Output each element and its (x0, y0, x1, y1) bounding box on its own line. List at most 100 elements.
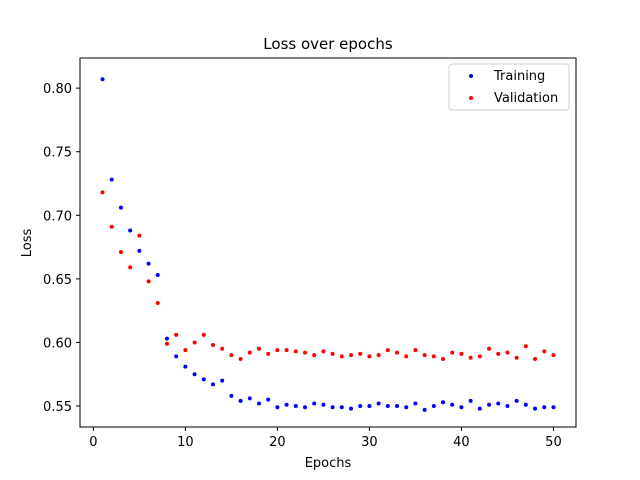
y-tick-label: 0.60 (43, 336, 72, 351)
point-validation (339, 354, 344, 359)
plot-frame (79, 57, 577, 428)
point-training (533, 406, 538, 411)
point-training (477, 406, 482, 411)
point-validation (385, 348, 390, 353)
point-training (441, 400, 446, 405)
point-validation (496, 351, 501, 356)
point-training (266, 397, 271, 402)
point-training (551, 405, 556, 410)
point-training (413, 401, 418, 406)
point-validation (312, 353, 317, 358)
legend-marker-training (469, 74, 473, 78)
point-training (505, 404, 510, 409)
point-validation (164, 341, 169, 346)
point-training (183, 364, 188, 369)
point-validation (183, 348, 188, 353)
point-training (220, 378, 225, 383)
point-validation (210, 342, 215, 347)
legend-marker-validation (469, 96, 473, 100)
point-validation (551, 353, 556, 358)
point-training (431, 404, 436, 409)
point-validation (266, 351, 271, 356)
point-training (302, 405, 307, 410)
x-tick-label: 30 (361, 435, 378, 450)
point-validation (201, 332, 206, 337)
point-validation (533, 356, 538, 361)
point-validation (487, 346, 492, 351)
point-validation (100, 190, 105, 195)
point-validation (284, 348, 289, 353)
x-tick-label: 10 (177, 435, 194, 450)
point-training (109, 177, 114, 182)
point-training (229, 393, 234, 398)
plot-area (80, 58, 576, 427)
point-training (256, 401, 261, 406)
point-validation (468, 355, 473, 360)
point-validation (137, 233, 142, 238)
point-training (422, 407, 427, 412)
y-tick-label: 0.65 (43, 273, 72, 288)
point-training (358, 404, 363, 409)
point-training (284, 402, 289, 407)
point-training (238, 398, 243, 403)
data-points (100, 77, 556, 412)
point-validation (146, 279, 151, 284)
point-validation (422, 353, 427, 358)
point-validation (395, 350, 400, 355)
point-validation (109, 224, 114, 229)
point-validation (256, 346, 261, 351)
x-tick-label: 20 (269, 435, 286, 450)
point-training (349, 406, 354, 411)
point-validation (459, 351, 464, 356)
point-validation (523, 344, 528, 349)
point-training (128, 228, 133, 233)
point-validation (514, 355, 519, 360)
point-validation (358, 351, 363, 356)
point-training (275, 405, 280, 410)
point-validation (404, 354, 409, 359)
point-training (100, 77, 105, 82)
legend-label-validation: Validation (494, 91, 558, 106)
point-validation (505, 350, 510, 355)
point-training (174, 354, 179, 359)
point-validation (229, 353, 234, 358)
point-validation (441, 356, 446, 361)
x-tick-label: 50 (545, 435, 562, 450)
point-training (404, 405, 409, 410)
point-training (487, 402, 492, 407)
point-validation (330, 351, 335, 356)
point-validation (542, 349, 547, 354)
point-training (395, 404, 400, 409)
point-training (468, 398, 473, 403)
point-training (192, 372, 197, 377)
point-training (321, 402, 326, 407)
point-training (137, 248, 142, 253)
x-tick-label: 40 (453, 435, 470, 450)
point-validation (220, 346, 225, 351)
legend-label-training: Training (493, 69, 545, 84)
point-training (118, 205, 123, 210)
point-training (339, 405, 344, 410)
point-training (376, 401, 381, 406)
point-training (367, 404, 372, 409)
point-validation (293, 349, 298, 354)
point-validation (349, 353, 354, 358)
point-training (496, 401, 501, 406)
point-training (330, 405, 335, 410)
point-training (247, 396, 252, 401)
point-validation (367, 354, 372, 359)
y-tick-label: 0.75 (43, 146, 72, 161)
point-training (459, 405, 464, 410)
point-training (514, 398, 519, 403)
legend-box (448, 63, 570, 111)
point-training (312, 401, 317, 406)
point-training (523, 402, 528, 407)
point-training (385, 404, 390, 409)
point-validation (192, 340, 197, 345)
point-validation (118, 250, 123, 255)
point-validation (155, 301, 160, 306)
point-training (293, 404, 298, 409)
point-validation (321, 349, 326, 354)
y-tick-label: 0.55 (43, 400, 72, 415)
